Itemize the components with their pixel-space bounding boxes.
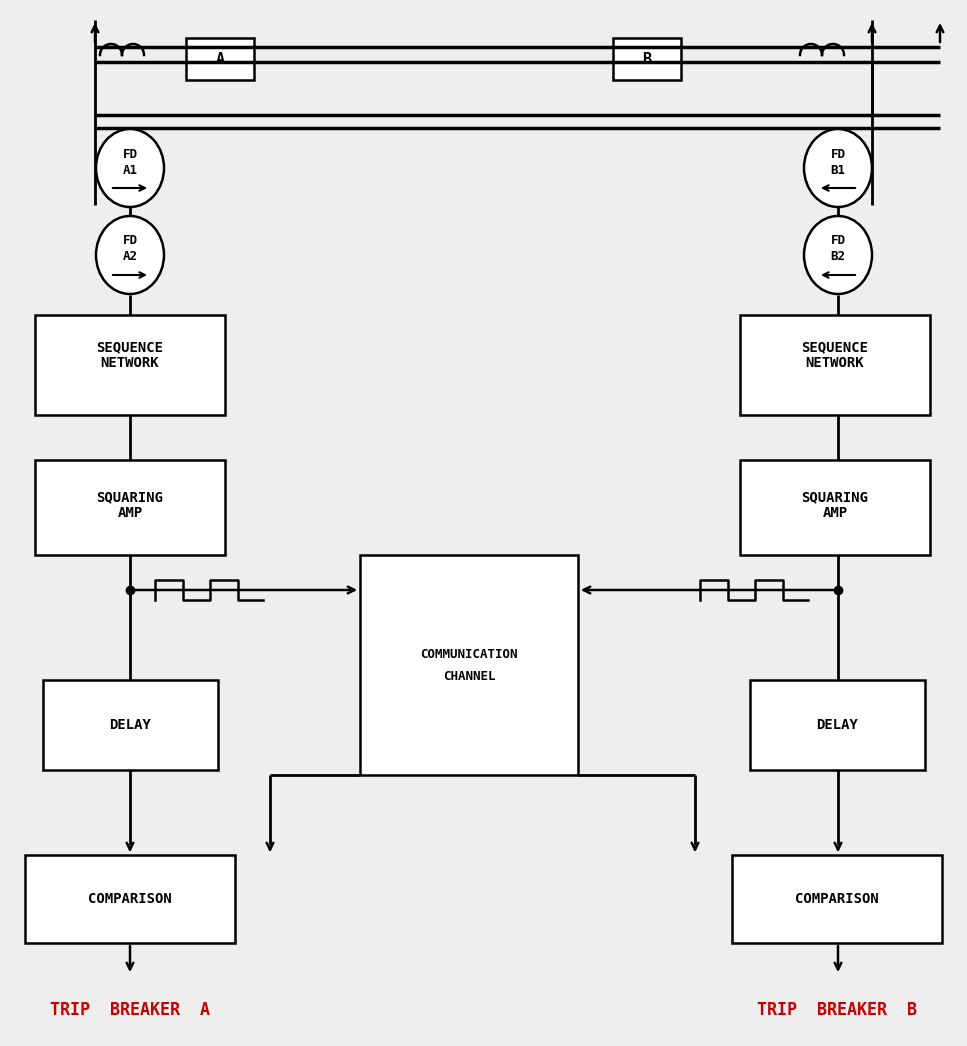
Text: TRIP  BREAKER  B: TRIP BREAKER B	[757, 1001, 917, 1019]
Text: A2: A2	[123, 250, 137, 264]
Text: B1: B1	[831, 163, 845, 177]
Text: DELAY: DELAY	[109, 718, 152, 732]
Bar	[732, 855, 942, 943]
Text: SEQUENCE
NETWORK: SEQUENCE NETWORK	[802, 340, 868, 370]
Bar	[750, 680, 925, 770]
Text: SQUARING
AMP: SQUARING AMP	[97, 490, 163, 520]
Ellipse shape	[804, 129, 872, 207]
Bar	[740, 315, 930, 415]
Text: A1: A1	[123, 163, 137, 177]
Text: CHANNEL: CHANNEL	[443, 670, 495, 683]
Text: TRIP  BREAKER  A: TRIP BREAKER A	[50, 1001, 210, 1019]
Text: FD: FD	[123, 234, 137, 248]
Ellipse shape	[804, 217, 872, 294]
Bar	[43, 680, 218, 770]
Bar	[613, 38, 681, 79]
Bar	[35, 460, 225, 555]
Text: SQUARING
AMP: SQUARING AMP	[802, 490, 868, 520]
Bar	[35, 315, 225, 415]
Text: COMPARISON: COMPARISON	[88, 892, 172, 906]
Ellipse shape	[96, 129, 164, 207]
Text: A: A	[216, 51, 224, 67]
Ellipse shape	[96, 217, 164, 294]
Text: COMPARISON: COMPARISON	[795, 892, 879, 906]
Bar	[25, 855, 235, 943]
Text: DELAY: DELAY	[816, 718, 859, 732]
Bar	[360, 555, 578, 775]
Bar	[740, 460, 930, 555]
Bar	[186, 38, 254, 79]
Text: FD: FD	[831, 234, 845, 248]
Text: B: B	[642, 51, 652, 67]
Text: B2: B2	[831, 250, 845, 264]
Text: COMMUNICATION: COMMUNICATION	[421, 649, 517, 661]
Text: SEQUENCE
NETWORK: SEQUENCE NETWORK	[97, 340, 163, 370]
Text: FD: FD	[123, 147, 137, 160]
Text: FD: FD	[831, 147, 845, 160]
